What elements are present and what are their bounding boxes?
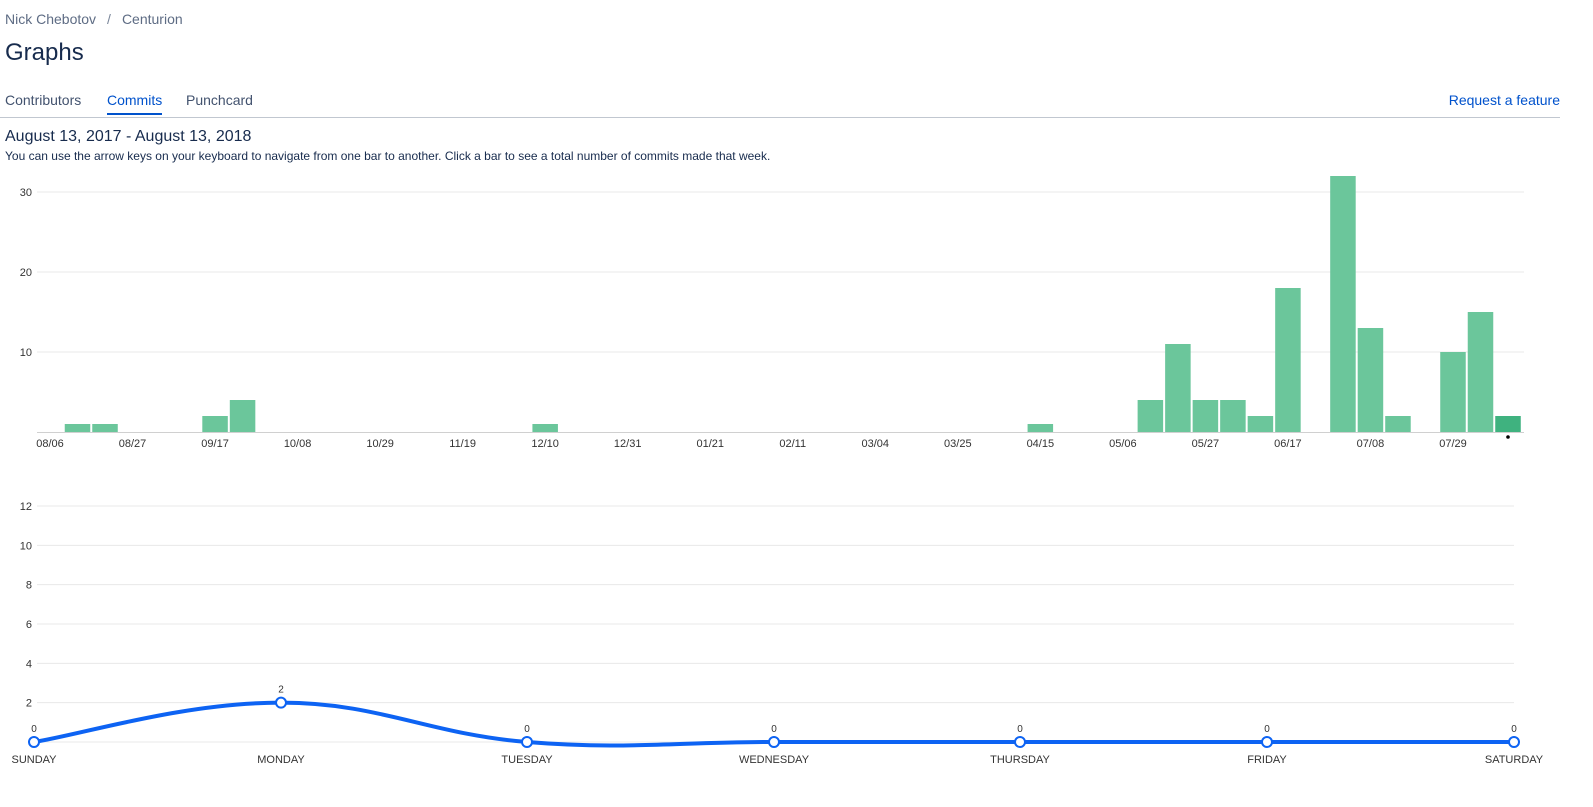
x-category-label: MONDAY [257,754,305,766]
breadcrumb-separator: / [107,11,111,27]
breadcrumb-user-link[interactable]: Nick Chebotov [5,11,97,27]
commit-bar[interactable] [532,424,558,432]
x-tick-label: 03/25 [944,438,972,450]
commit-bar[interactable] [1165,344,1191,432]
y-tick-label: 12 [20,501,32,513]
x-tick-label: 10/29 [366,438,394,450]
tab-commits[interactable]: Commits [107,92,163,115]
x-category-label: TUESDAY [501,754,553,766]
commit-bar[interactable] [1275,288,1301,432]
selected-bar-marker [1506,435,1510,439]
x-tick-label: 08/27 [119,438,147,450]
commit-bar[interactable] [1357,328,1384,432]
navigation-hint: You can use the arrow keys on your keybo… [5,149,771,163]
commit-bar[interactable] [1330,176,1356,432]
x-tick-label: 03/04 [862,438,890,450]
x-tick-label: 07/08 [1357,438,1385,450]
x-category-label: FRIDAY [1247,754,1287,766]
x-category-label: SATURDAY [1485,754,1544,766]
commit-bar[interactable] [1027,424,1054,432]
y-tick-label: 8 [26,580,32,592]
page-title: Graphs [5,39,84,66]
y-tick-label: 2 [26,698,32,710]
commit-bar[interactable] [1220,400,1246,432]
x-tick-label: 06/17 [1274,438,1302,450]
tab-punchcard[interactable]: Punchcard [186,92,253,108]
y-tick-label: 20 [20,267,32,279]
x-tick-label: 09/17 [201,438,229,450]
graph-tabs: Contributors Commits Punchcard Request a… [0,85,1560,118]
commit-bar[interactable] [1192,400,1219,432]
data-label: 0 [771,724,777,735]
data-point[interactable] [1261,736,1273,748]
request-feature-link[interactable]: Request a feature [1448,92,1560,108]
data-point[interactable] [1014,736,1026,748]
y-tick-label: 10 [20,540,32,552]
data-label: 0 [1017,724,1023,735]
x-tick-label: 05/27 [1192,438,1220,450]
data-label: 0 [1264,724,1270,735]
data-point[interactable] [28,736,40,748]
commit-bar[interactable] [1137,400,1164,432]
x-tick-label: 10/08 [284,438,312,450]
x-tick-label: 08/06 [36,438,64,450]
tab-contributors[interactable]: Contributors [5,92,82,108]
breadcrumb: Nick Chebotov / Centurion [5,11,183,27]
y-tick-label: 6 [26,619,32,631]
x-tick-label: 12/10 [531,438,559,450]
date-range-heading: August 13, 2017 - August 13, 2018 [5,128,252,145]
x-category-label: WEDNESDAY [739,754,810,766]
data-point[interactable] [275,696,287,709]
data-label: 0 [31,724,37,735]
data-label: 0 [1511,724,1517,735]
commit-bar[interactable] [1495,416,1521,432]
x-tick-label: 12/31 [614,438,642,450]
x-tick-label: 11/19 [449,438,476,450]
commit-bar[interactable] [1247,416,1274,432]
x-tick-label: 05/06 [1109,438,1137,450]
data-label: 2 [278,685,284,696]
commit-bar[interactable] [1467,312,1494,432]
breadcrumb-repo-link[interactable]: Centurion [121,11,183,27]
data-point[interactable] [1508,736,1520,748]
commit-bar[interactable] [92,424,118,432]
x-tick-label: 01/21 [696,438,724,450]
x-category-label: SUNDAY [11,754,57,766]
data-label: 0 [524,724,530,735]
commit-bar[interactable] [202,416,228,432]
x-category-label: THURSDAY [990,754,1050,766]
x-tick-label: 04/15 [1027,438,1055,450]
commit-bar[interactable] [1440,352,1466,432]
y-tick-label: 30 [20,187,32,199]
y-tick-label: 10 [20,347,32,359]
x-tick-label: 02/11 [779,438,806,450]
data-point[interactable] [768,736,780,748]
x-tick-label: 07/29 [1439,438,1467,450]
commit-bar[interactable] [64,424,91,432]
commit-bar[interactable] [229,400,256,432]
data-point[interactable] [521,736,533,748]
y-tick-label: 4 [26,658,32,670]
commit-bar[interactable] [1385,416,1411,432]
weekly-commits-chart: 10 20 30 08/06 08/27 09/17 10/08 10/29 11/19 12/1… [20,176,1524,450]
daily-commits-chart: 2 4 6 8 10 12 0 SUNDAY 2 MONDAY 0 TUESDAY 0 WEDNESDAY… [11,501,1544,766]
